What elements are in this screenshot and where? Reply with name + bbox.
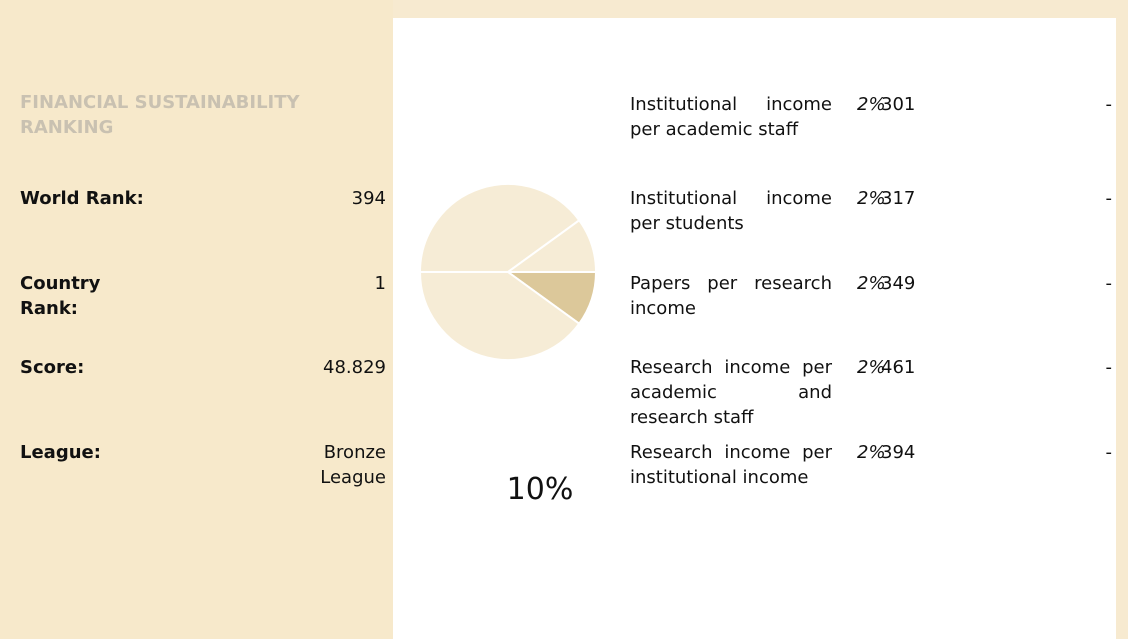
- indicator-change: -: [1105, 188, 1113, 209]
- frame: [1116, 0, 1128, 639]
- row-label: Country Rank:: [20, 273, 101, 319]
- indicator-rank: 317: [881, 188, 916, 209]
- indicator-name: Research income per academic and researc…: [630, 357, 832, 428]
- indicator-weight: 2%: [857, 442, 886, 463]
- indicator-rank: 349: [881, 273, 916, 294]
- indicator-name: Research income per institutional income: [630, 442, 832, 488]
- row-label: League:: [20, 442, 101, 463]
- pie-slice: [418, 271, 581, 361]
- weight-total: 10%: [506, 472, 574, 507]
- indicator-weight: 2%: [857, 357, 886, 378]
- indicator-rank: 394: [881, 442, 916, 463]
- indicator-change: -: [1105, 357, 1113, 378]
- indicator-name: Papers per research income: [630, 273, 832, 319]
- indicator-change: -: [1105, 442, 1113, 463]
- row-value: 394: [351, 188, 386, 209]
- indicator-weight: 2%: [857, 273, 886, 294]
- row-value: 1: [374, 273, 386, 294]
- panel-title: FINANCIAL SUSTAINABILITY RANKING: [20, 92, 300, 138]
- indicator-rank: 301: [881, 94, 916, 115]
- indicator-rank: 461: [881, 357, 916, 378]
- indicator-weight: 2%: [857, 188, 886, 209]
- summary-panel: [0, 0, 393, 639]
- indicator-change: -: [1105, 273, 1113, 294]
- indicator-change: -: [1105, 94, 1113, 115]
- row-label: Score:: [20, 357, 85, 378]
- row-value: 48.829: [323, 357, 386, 378]
- indicator-name: Institutional income per students: [630, 188, 832, 234]
- row-value: Bronze League: [320, 442, 386, 488]
- indicator-name: Institutional income per academic staff: [630, 94, 832, 140]
- indicator-weight: 2%: [857, 94, 886, 115]
- pie-slice: [418, 183, 581, 273]
- pie-chart: [418, 183, 598, 361]
- row-label: World Rank:: [20, 188, 144, 209]
